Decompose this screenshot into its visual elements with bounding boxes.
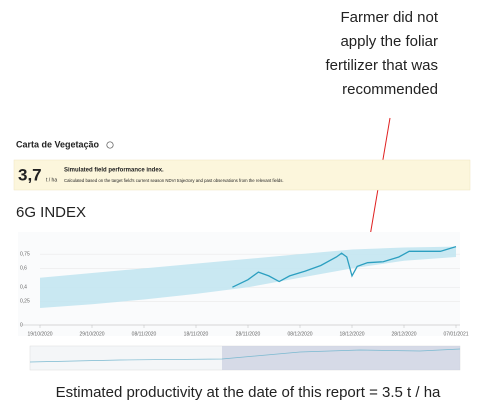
navigator-line	[29, 348, 461, 363]
annotation-line: apply the foliar	[340, 33, 438, 50]
navigator-selection	[222, 346, 460, 370]
y-tick-label: 0,6	[20, 266, 27, 272]
annotation-line: recommended	[342, 81, 438, 98]
x-tick-label: 19/10/2020	[27, 331, 52, 337]
y-tick-label: 0,25	[20, 299, 30, 305]
index-card	[13, 159, 471, 191]
y-tick-label: 0,75	[20, 251, 30, 257]
x-tick-label: 08/11/2020	[132, 331, 157, 337]
y-tick-label: 0	[20, 322, 23, 328]
x-tick-label: 28/11/2020	[236, 331, 261, 337]
plot: 0 0,25 0,4 0,6 0,75 19/10/2020 29/10/2020 08/11…	[20, 245, 469, 337]
annotation-line: fertilizer that was	[325, 57, 438, 74]
info-icon	[106, 141, 114, 149]
x-tick-label: 29/10/2020	[79, 331, 104, 337]
x-tick-label: 18/12/2020	[339, 331, 364, 337]
range-band	[40, 246, 456, 308]
index-unit: t / ha	[46, 177, 57, 183]
annotation-line: Farmer did not	[340, 9, 438, 26]
x-tick-label: 18/11/2020	[184, 331, 209, 337]
footer: Estimated productivity at the date of th…	[56, 384, 441, 401]
index-value: 3,7	[18, 165, 42, 184]
chart-title: 6G INDEX	[16, 204, 86, 221]
index-title: Simulated field performance index.	[64, 168, 164, 174]
x-tick-label: 08/12/2020	[287, 331, 312, 337]
index-desc: Calculated based on the target field's c…	[64, 178, 284, 183]
y-tick-label: 0,4	[20, 285, 27, 291]
series-line	[232, 245, 457, 288]
card-title: Carta de Vegetação	[16, 139, 100, 149]
x-tick-label: 28/12/2020	[391, 331, 416, 337]
x-tick-label: 07/01/2021	[443, 331, 468, 337]
